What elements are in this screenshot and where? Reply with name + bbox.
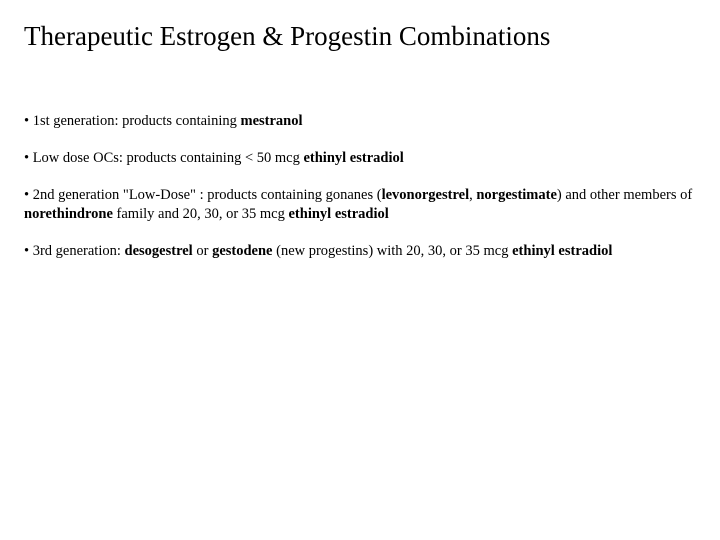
bullet-item: • 3rd generation: desogestrel or gestode…	[24, 242, 696, 261]
bullet-item: • Low dose OCs: products containing < 50…	[24, 149, 696, 168]
bullet-item: • 1st generation: products containing me…	[24, 112, 696, 131]
slide-title: Therapeutic Estrogen & Progestin Combina…	[24, 20, 696, 52]
bullet-item: • 2nd generation "Low-Dose" : products c…	[24, 186, 696, 224]
